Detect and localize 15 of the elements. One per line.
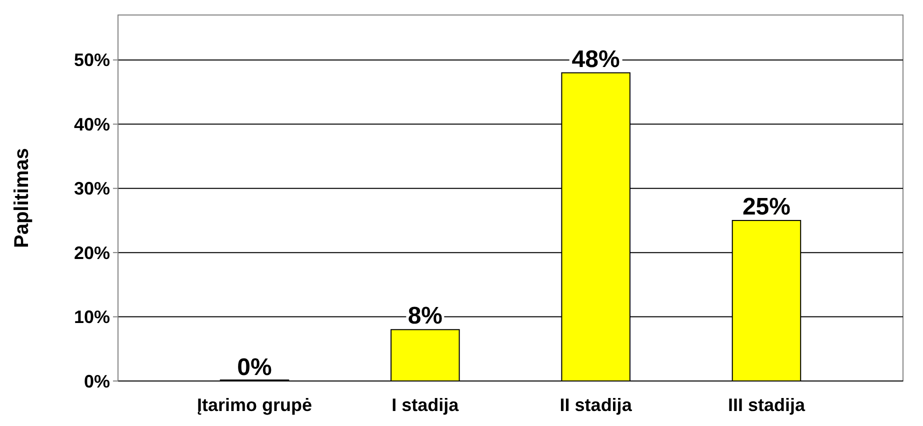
x-tick-label: I stadija — [392, 395, 460, 415]
data-label: 8% — [408, 302, 443, 330]
data-label: 25% — [742, 193, 790, 220]
data-label: 0% — [237, 354, 272, 381]
y-axis-title: Paplitimas — [11, 148, 33, 248]
y-tick-label: 0% — [84, 371, 110, 392]
y-tick-label: 20% — [74, 242, 110, 263]
y-tick-label: 40% — [74, 114, 110, 134]
y-tick-label: 30% — [74, 178, 110, 199]
x-tick-label: III stadija — [728, 395, 806, 415]
x-tick-label: Įtarimo grupė — [197, 395, 312, 415]
y-tick-label: 10% — [74, 307, 110, 328]
x-tick-label: II stadija — [560, 395, 633, 415]
y-tick-label: 50% — [74, 50, 110, 70]
data-label: 48% — [572, 46, 620, 73]
